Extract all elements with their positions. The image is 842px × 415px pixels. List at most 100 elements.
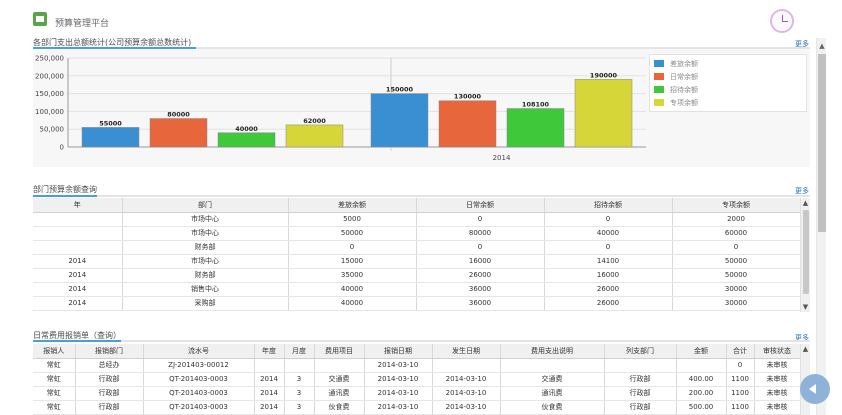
column-header[interactable]: 费用项目	[314, 344, 365, 359]
bar	[438, 100, 497, 148]
page-scroll-up-icon[interactable]: ▲	[819, 42, 825, 50]
expense-table-row[interactable]: 常虹 行政部 QT-201403-0003 2014 3 伙食费 2014-03-10 201…	[33, 400, 800, 415]
column-header[interactable]: 部门	[122, 198, 289, 213]
table-cell: 未审核	[754, 400, 800, 415]
bar	[506, 108, 565, 148]
balance-table-row[interactable]: 财务部 0 0 0 0	[33, 240, 800, 255]
scroll-up-icon[interactable]: ▲	[802, 345, 809, 353]
legend-swatch	[654, 86, 664, 93]
scroll-up-icon[interactable]: ▲	[802, 199, 809, 207]
expense-table-row[interactable]: 常虹 总经办 ZJ-201403-00012 2014-03-10 0 未审核	[33, 358, 800, 373]
table-cell: 400.00	[676, 372, 727, 387]
table-cell: QT-201403-0003	[143, 372, 255, 387]
table-cell: 0	[544, 212, 673, 227]
top-bar: 预算管理平台	[0, 0, 824, 40]
table-cell: 26000	[544, 296, 673, 311]
table-cell: 常虹	[33, 400, 76, 415]
column-header[interactable]: 年	[33, 198, 123, 213]
table-cell: 40000	[288, 282, 417, 297]
table-cell: 500.00	[676, 400, 727, 415]
table-cell: 36000	[416, 296, 545, 311]
column-header[interactable]: 月度	[284, 344, 315, 359]
balance-table-row[interactable]: 市场中心 50000 80000 40000 60000	[33, 226, 800, 241]
chart-more-link[interactable]: 更多	[795, 40, 809, 48]
table-cell: 未审核	[754, 358, 800, 373]
table-cell: 未审核	[754, 372, 800, 387]
column-header[interactable]: 招待余额	[544, 198, 673, 213]
balance-table-row[interactable]: 2014 销售中心 40000 36000 26000 30000	[33, 282, 800, 297]
balance-table-container: 年部门 差旅余额 日常余额 招待余额 专项余额 市场中心 5000 0 0 2000 市场中心 50…	[33, 198, 800, 312]
table-cell: 3	[284, 386, 315, 401]
column-header[interactable]: 日常余额	[416, 198, 545, 213]
expense-table-row[interactable]: 常虹 行政部 QT-201403-0003 2014 3 通讯费 2014-03-10 201…	[33, 386, 800, 401]
balance-table-row[interactable]: 2014 财务部 35000 26000 16000 50000	[33, 268, 800, 283]
balance-table-scrollbar[interactable]: ▲ ▼	[800, 198, 810, 312]
bar-value-label: 130000	[454, 93, 482, 101]
table-cell	[676, 358, 727, 373]
table-cell: 通讯费	[500, 386, 605, 401]
table-cell	[314, 358, 365, 373]
table-cell: 30000	[672, 296, 800, 311]
table-cell: 26000	[416, 268, 545, 283]
legend-swatch	[654, 60, 664, 67]
column-header[interactable]: 费用支出说明	[500, 344, 605, 359]
balance-table-row[interactable]: 市场中心 5000 0 0 2000	[33, 212, 800, 227]
table-cell: 1100	[726, 372, 755, 387]
column-header[interactable]: 年度	[254, 344, 285, 359]
chart-section-title: 各部门支出总额统计(公司预算余额总数统计)	[33, 38, 192, 47]
table-cell: 80000	[416, 226, 545, 241]
table-cell: 常虹	[33, 386, 76, 401]
column-header[interactable]: 报销部门	[75, 344, 144, 359]
column-header[interactable]: 审核状态	[754, 344, 800, 359]
column-header[interactable]: 报销日期	[364, 344, 433, 359]
table-cell: 3	[284, 372, 315, 387]
table-cell: 2014-03-10	[364, 358, 433, 373]
table-cell: 40000	[544, 226, 673, 241]
bar-value-label: 108100	[522, 101, 550, 109]
table-cell: 行政部	[604, 386, 677, 401]
table-cell	[33, 212, 123, 227]
table-cell: 0	[416, 212, 545, 227]
table-cell: 3	[284, 400, 315, 415]
column-header[interactable]: 流水号	[143, 344, 255, 359]
table-cell: 2014	[33, 282, 123, 297]
table-cell: 16000	[416, 254, 545, 269]
scroll-down-icon[interactable]: ▼	[802, 303, 809, 311]
y-tick-label: 250,000	[35, 55, 64, 63]
clock-icon[interactable]	[770, 9, 794, 33]
table-cell: 财务部	[122, 240, 289, 255]
table-cell: 交通费	[314, 372, 365, 387]
page-scroll-thumb[interactable]	[818, 54, 826, 232]
table-cell: 常虹	[33, 358, 76, 373]
table-cell: 财务部	[122, 268, 289, 283]
column-header[interactable]: 金额	[676, 344, 727, 359]
table-cell: 行政部	[75, 386, 144, 401]
table-cell: 0	[288, 240, 417, 255]
bar	[574, 79, 633, 148]
balance-table: 年部门 差旅余额 日常余额 招待余额 专项余额 市场中心 5000 0 0 2000 市场中心 50…	[33, 198, 800, 311]
column-header[interactable]: 报销人	[33, 344, 76, 359]
table-cell: 2014-03-10	[432, 386, 501, 401]
expense-more-link[interactable]: 更多	[795, 334, 809, 342]
page-scrollbar[interactable]: ▲	[816, 38, 826, 415]
column-header[interactable]: 专项余额	[672, 198, 800, 213]
y-tick-label: 50,000	[40, 126, 65, 134]
balance-more-link[interactable]: 更多	[795, 187, 809, 195]
table-cell: 采购部	[122, 296, 289, 311]
table-cell: 2014	[33, 268, 123, 283]
column-header[interactable]: 发生日期	[432, 344, 501, 359]
table-cell: 常虹	[33, 372, 76, 387]
speaker-icon[interactable]	[800, 374, 830, 404]
column-header[interactable]: 列支部门	[604, 344, 677, 359]
scroll-thumb[interactable]	[803, 210, 809, 294]
column-header[interactable]: 差旅余额	[288, 198, 417, 213]
balance-table-row[interactable]: 2014 市场中心 15000 16000 14100 50000	[33, 254, 800, 269]
table-cell: 2000	[672, 212, 800, 227]
table-cell: QT-201403-0003	[143, 386, 255, 401]
column-header[interactable]: 合计	[726, 344, 755, 359]
balance-table-row[interactable]: 2014 采购部 40000 36000 26000 30000	[33, 296, 800, 311]
table-cell: 35000	[288, 268, 417, 283]
table-cell: 14100	[544, 254, 673, 269]
expense-table-row[interactable]: 常虹 行政部 QT-201403-0003 2014 3 交通费 2014-03-10 201…	[33, 372, 800, 387]
table-cell: 200.00	[676, 386, 727, 401]
